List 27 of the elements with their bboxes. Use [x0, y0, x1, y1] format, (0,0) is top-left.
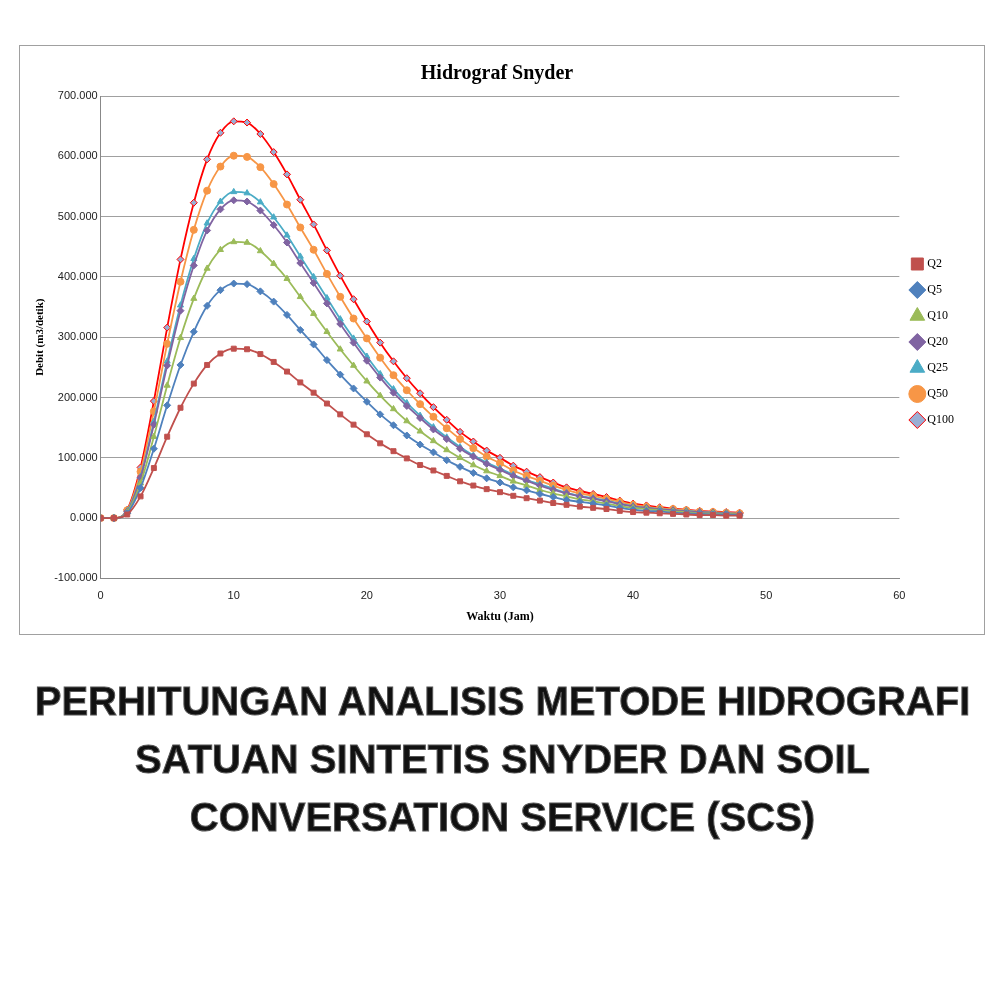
legend-label: Q2 — [927, 256, 943, 271]
legend-label: Q50 — [927, 386, 949, 401]
legend-label: Q5 — [927, 282, 943, 297]
legend-label: Q20 — [927, 334, 949, 349]
text: PERHITUNGAN ANALISIS METODE HIDROGRAFI SATUAN SINTETIS SNYDER DAN SOIL CONVERSATION SERVICE (SCS) — [33, 678, 972, 841]
y-tick-label: 700.000 — [57, 89, 98, 102]
legend-label: Q100 — [927, 412, 955, 427]
chart-title: Hidrograf Snyder — [420, 61, 574, 85]
y-tick-label: 300.000 — [57, 330, 98, 343]
legend-label: Q10 — [927, 308, 949, 323]
x-tick-label: 40 — [626, 589, 640, 602]
y-tick-label: 500.000 — [57, 209, 98, 222]
x-tick-label: 30 — [493, 589, 507, 602]
y-tick-label: 400.000 — [57, 269, 98, 282]
x-tick-label: 60 — [893, 589, 906, 602]
y-tick-label: 0.000 — [70, 511, 98, 524]
x-axis-title: Waktu (Jam) — [466, 608, 534, 623]
y-tick-label: 200.000 — [57, 390, 98, 403]
legend-label: Q25 — [927, 360, 949, 375]
y-axis-title: Debit (m3/detik) — [33, 298, 47, 376]
x-tick-label: 0 — [97, 589, 104, 602]
x-tick-label: 20 — [360, 589, 373, 602]
x-tick-label: 10 — [227, 589, 240, 602]
y-tick-label: -100.000 — [54, 571, 98, 584]
x-tick-label: 50 — [760, 589, 773, 602]
y-tick-label: 600.000 — [57, 149, 98, 162]
y-tick-label: 100.000 — [57, 450, 98, 463]
